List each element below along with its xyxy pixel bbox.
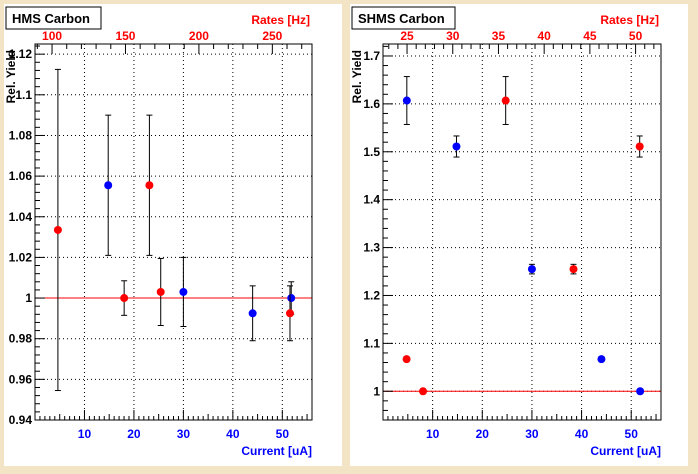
x2-axis-label: Rates [Hz] [600,13,659,27]
data-point [156,257,165,326]
chart-title: HMS Carbon [12,11,90,26]
title-box [5,6,102,30]
x-axis-label: Current [uA] [241,444,312,458]
data-point [248,285,257,342]
x-axis-label: Current [uA] [590,444,661,458]
series-red [402,76,644,396]
x-tick-label: 20 [476,427,490,441]
x2-tick-label: 250 [262,29,282,43]
y-tick-label: 1.6 [363,97,380,111]
y-tick-label: 1.04 [9,210,33,224]
data-point [402,76,411,125]
data-point [501,76,510,125]
shms-carbon-chart: 10 20 30 40 50 25 30 35 40 45 50 1 1.1 1.2 1.3 1.4 1.5 1.… [350,6,662,458]
x-tick-label: 40 [226,427,240,441]
hms-carbon-chart: 10 20 30 40 50 100 150 200 250 0.94 0.96 0.98 1 1.02 1… [4,6,313,458]
y-tick-label: 0.96 [9,372,33,386]
x2-tick-label: 150 [115,29,135,43]
y-tick-label: 1 [25,291,32,305]
y-tick-label: 0.94 [9,413,33,427]
marker [527,265,536,274]
marker [402,96,411,105]
y-tick-label: 1.7 [363,49,380,63]
marker [636,387,645,396]
grid [383,44,661,420]
y-axis-label: Rel. Yield [4,50,18,103]
x-tick-label: 10 [426,427,440,441]
x2-tick-label: 200 [189,29,209,43]
data-point [104,114,113,256]
x-tick-label: 20 [127,427,141,441]
x2-tick-label: 50 [629,29,643,43]
marker [402,355,411,364]
data-point [402,355,411,364]
marker [120,294,129,303]
x2-axis-label: Rates [Hz] [251,13,310,27]
marker [104,181,113,190]
y-tick-label: 1 [373,384,380,398]
data-point [527,263,536,275]
data-point [419,387,428,396]
y-tick-label: 1.08 [9,128,33,142]
series-blue [402,76,645,396]
title-box [351,6,456,30]
marker [635,142,644,151]
marker [501,96,510,105]
series-red [53,68,294,392]
x2-tick-label: 35 [492,29,506,43]
grid [35,44,312,421]
data-point [635,135,644,158]
marker [452,142,461,151]
data-point [53,68,62,392]
y-tick-label: 1.06 [9,169,33,183]
data-point [145,114,154,256]
data-point [452,135,461,158]
marker [287,294,296,303]
x2-tick-label: 30 [446,29,460,43]
x2-tick-label: 100 [42,29,62,43]
marker [569,265,578,274]
data-point [569,263,578,275]
marker [53,225,62,234]
data-point [179,256,188,328]
data-point [636,387,645,396]
x-tick-label: 50 [276,427,290,441]
marker [248,309,257,318]
y-axis-label: Rel. Yield [350,50,364,103]
y-tick-label: 1.12 [9,47,33,61]
y-tick-label: 1.1 [363,336,380,350]
x-tick-label: 10 [78,427,92,441]
marker [419,387,428,396]
chart-title: SHMS Carbon [358,11,445,26]
marker [156,287,165,296]
data-point [597,355,606,364]
data-point [120,280,129,316]
x2-tick-label: 25 [400,29,414,43]
hms-carbon-pad [4,4,342,466]
marker [597,355,606,364]
data-point [287,281,296,315]
x-tick-label: 40 [575,427,589,441]
y-tick-label: 1.5 [363,145,380,159]
marker [179,287,188,296]
y-tick-label: 1.1 [15,88,32,102]
x-tick-label: 30 [177,427,191,441]
plot-frame [382,43,662,421]
y-tick-label: 1.2 [363,288,380,302]
data-point [285,285,294,342]
marker [285,309,294,318]
x2-tick-label: 40 [537,29,551,43]
x2-tick-label: 45 [583,29,597,43]
y-tick-label: 1.3 [363,241,380,255]
series-blue [104,114,296,342]
x-tick-label: 30 [525,427,539,441]
y-tick-label: 0.98 [9,332,33,346]
y-tick-label: 1.4 [363,193,380,207]
x-tick-label: 50 [625,427,639,441]
marker [145,181,154,190]
y-tick-label: 1.02 [9,250,33,264]
plot-frame [34,43,313,421]
